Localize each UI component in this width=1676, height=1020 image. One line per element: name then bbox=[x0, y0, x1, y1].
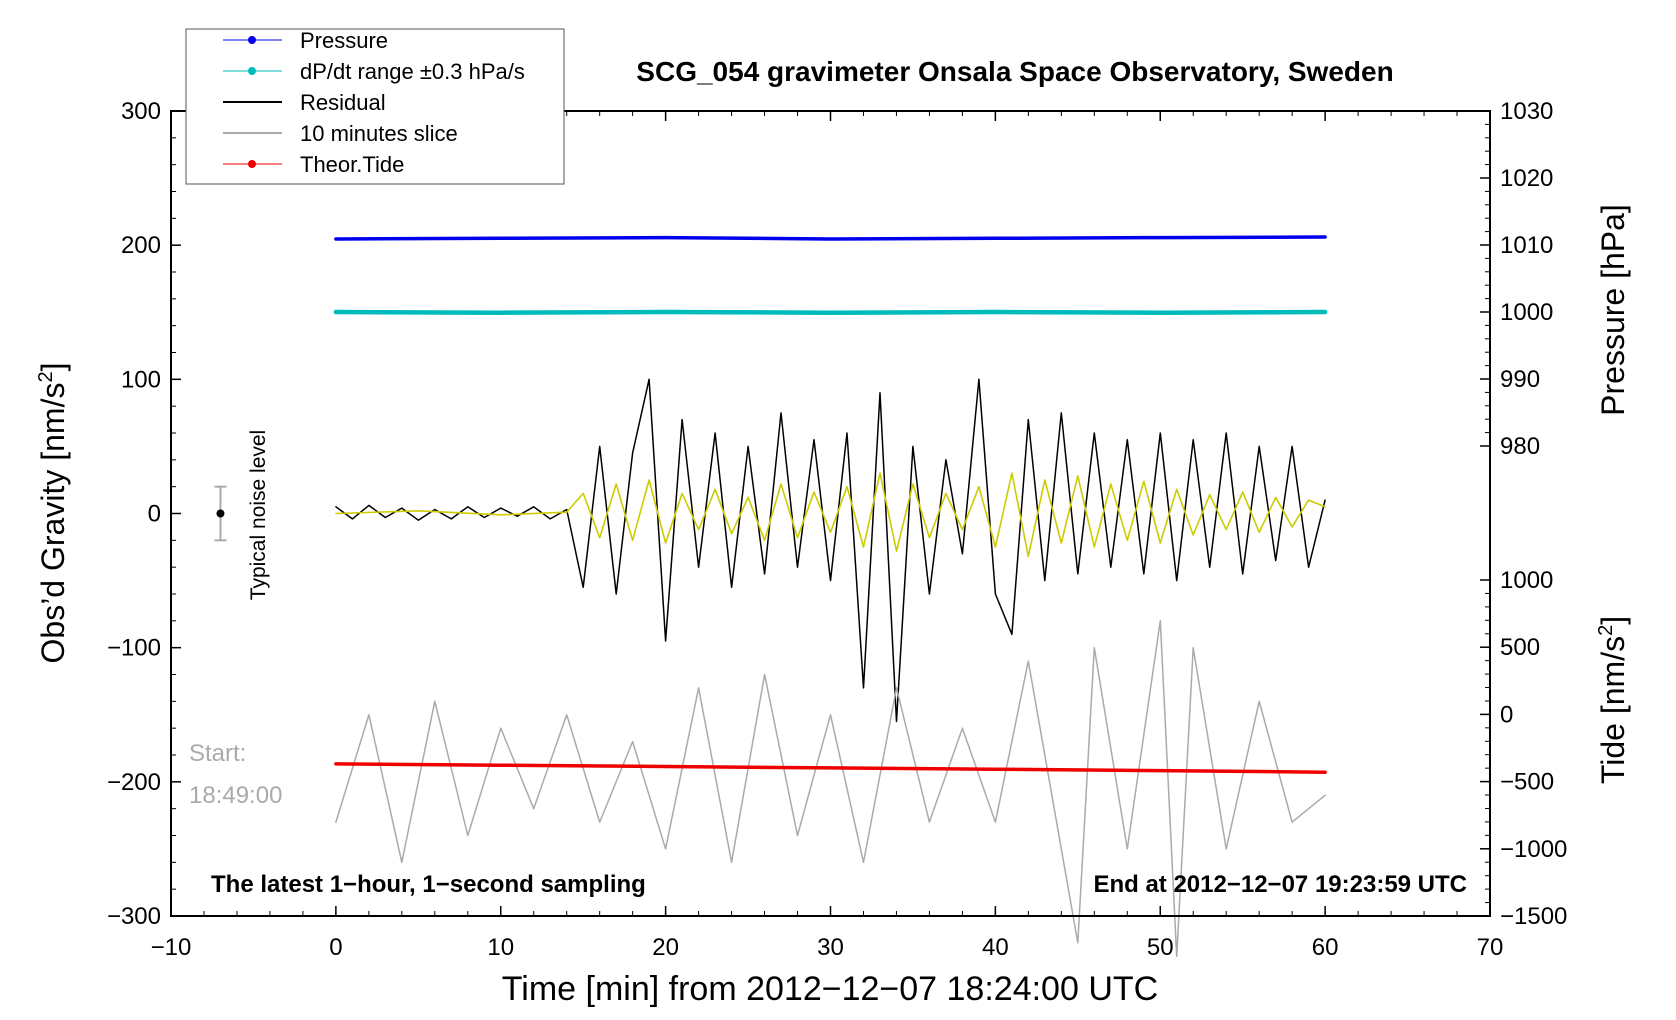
legend-entry-dpdt: dP/dt range ±0.3 hPa/s bbox=[223, 59, 525, 84]
legend-label-dpdt: dP/dt range ±0.3 hPa/s bbox=[300, 59, 525, 84]
legend-marker-tide bbox=[248, 160, 256, 168]
y-axis-label-gravity: Obs’d Gravity [nm/s2] bbox=[35, 363, 71, 664]
legend-entry-pressure: Pressure bbox=[223, 28, 388, 53]
sampling-note: The latest 1−hour, 1−second sampling bbox=[211, 871, 646, 898]
y-axis-label-pressure: Pressure [hPa] bbox=[1595, 204, 1631, 416]
x-tick-label: 40 bbox=[982, 934, 1009, 961]
legend-box bbox=[185, 28, 565, 185]
y-tick-label-tide: −1000 bbox=[1500, 836, 1567, 863]
legend-marker-pressure bbox=[248, 36, 256, 44]
legend-label-pressure: Pressure bbox=[300, 28, 388, 53]
y-tick-label-gravity: 100 bbox=[121, 366, 161, 393]
end-time-note: End at 2012−12−07 19:23:59 UTC bbox=[1093, 871, 1467, 898]
start-time: 18:49:00 bbox=[189, 782, 282, 809]
legend-entry-tide: Theor.Tide bbox=[223, 152, 404, 177]
series-line-dp-dt-range-0-3-hpa-s bbox=[333, 309, 1328, 315]
x-tick-label: 20 bbox=[652, 934, 679, 961]
x-tick-label: 60 bbox=[1312, 934, 1339, 961]
x-tick-label: 50 bbox=[1147, 934, 1174, 961]
legend-marker-dpdt bbox=[248, 67, 256, 75]
chart-title: SCG_054 gravimeter Onsala Space Observat… bbox=[636, 56, 1393, 87]
y-tick-label-pressure: 1030 bbox=[1500, 98, 1553, 125]
y-tick-label-tide: −1500 bbox=[1500, 903, 1567, 930]
legend: Pressure dP/dt range ±0.3 hPa/s Residual… bbox=[185, 28, 565, 185]
y-tick-label-gravity: −200 bbox=[107, 769, 161, 796]
series-line-10-minutes-slice bbox=[335, 620, 1326, 958]
y-tick-label-tide: 500 bbox=[1500, 634, 1540, 661]
x-tick-label: −10 bbox=[151, 934, 192, 961]
y-tick-label-pressure: 980 bbox=[1500, 433, 1540, 460]
series-layer bbox=[214, 235, 1328, 958]
y-tick-label-tide: 0 bbox=[1500, 701, 1513, 728]
legend-entry-slice: 10 minutes slice bbox=[223, 121, 458, 146]
noise-level-label: Typical noise level bbox=[247, 430, 270, 600]
y-tick-label-pressure: 1010 bbox=[1500, 232, 1553, 259]
legend-label-tide: Theor.Tide bbox=[300, 152, 404, 177]
y-axis-label-tide: Tide [nm/s2] bbox=[1595, 616, 1631, 784]
series-line-yellow-filtered-residual bbox=[335, 472, 1326, 558]
legend-label-residual: Residual bbox=[300, 90, 386, 115]
y-tick-label-tide: 1000 bbox=[1500, 567, 1553, 594]
x-tick-label: 70 bbox=[1477, 934, 1504, 961]
x-tick-label: 30 bbox=[817, 934, 844, 961]
y-tick-label-tide: −500 bbox=[1500, 769, 1554, 796]
y-tick-label-gravity: 300 bbox=[121, 98, 161, 125]
x-tick-label: 10 bbox=[487, 934, 514, 961]
y-tick-label-gravity: −300 bbox=[107, 903, 161, 930]
start-label: Start: bbox=[189, 740, 246, 767]
series-line-pressure bbox=[334, 235, 1327, 241]
y-tick-label-pressure: 990 bbox=[1500, 366, 1540, 393]
ticks-layer: −10 0 10 20 30 40 50 60 70−300−200−1000100200300… bbox=[107, 98, 1567, 961]
y-tick-label-pressure: 1020 bbox=[1500, 165, 1553, 192]
x-tick-label: 0 bbox=[329, 934, 342, 961]
x-axis-label: Time [min] from 2012−12−07 18:24:00 UTC bbox=[502, 970, 1158, 1008]
series-line-theor-tide bbox=[334, 762, 1327, 774]
y-tick-label-gravity: −100 bbox=[107, 635, 161, 662]
legend-label-slice: 10 minutes slice bbox=[300, 121, 458, 146]
noise-bar-center-dot bbox=[216, 509, 225, 518]
legend-entry-residual: Residual bbox=[223, 90, 386, 115]
series-line-residual bbox=[335, 378, 1326, 723]
y-tick-label-pressure: 1000 bbox=[1500, 299, 1553, 326]
y-tick-label-gravity: 200 bbox=[121, 232, 161, 259]
y-tick-label-gravity: 0 bbox=[148, 501, 161, 528]
